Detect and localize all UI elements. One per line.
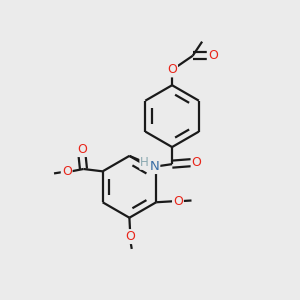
Text: O: O: [192, 156, 202, 169]
Text: H: H: [140, 156, 149, 169]
Text: O: O: [208, 49, 218, 62]
Text: O: O: [167, 63, 177, 76]
Text: O: O: [173, 195, 183, 208]
Text: O: O: [77, 143, 87, 156]
Text: O: O: [125, 230, 135, 243]
Text: O: O: [62, 165, 72, 178]
Text: N: N: [149, 160, 159, 173]
